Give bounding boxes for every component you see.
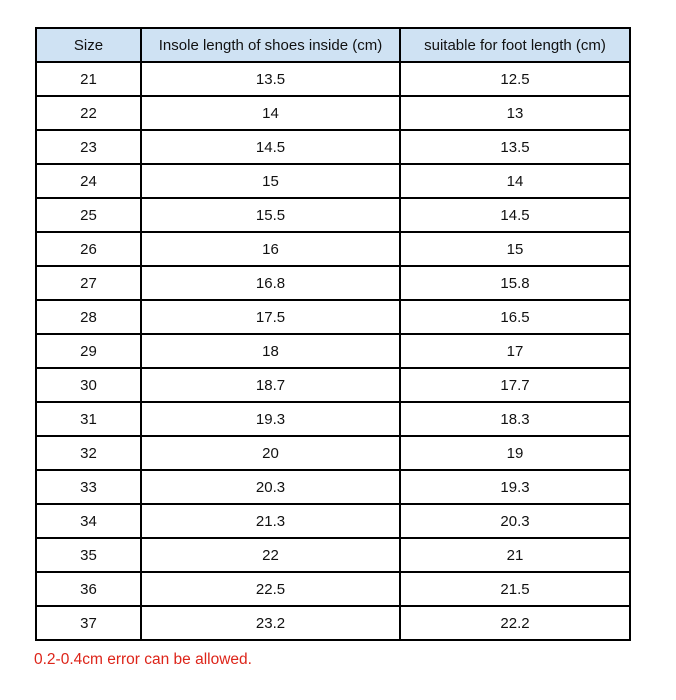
header-size: Size (35, 27, 142, 63)
size-cell: 31 (35, 401, 142, 437)
table-row: 35 22 21 (35, 537, 631, 573)
foot-length-cell: 17.7 (399, 367, 631, 403)
insole-length-cell: 17.5 (140, 299, 401, 335)
table-row: 28 17.5 16.5 (35, 299, 631, 335)
header-row: Size Insole length of shoes inside (cm) … (35, 27, 631, 63)
table-row: 25 15.5 14.5 (35, 197, 631, 233)
insole-length-cell: 14 (140, 95, 401, 131)
insole-length-cell: 13.5 (140, 61, 401, 97)
size-cell: 34 (35, 503, 142, 539)
foot-length-cell: 18.3 (399, 401, 631, 437)
header-foot-length: suitable for foot length (cm) (399, 27, 631, 63)
insole-length-cell: 15.5 (140, 197, 401, 233)
foot-length-cell: 14.5 (399, 197, 631, 233)
foot-length-cell: 13.5 (399, 129, 631, 165)
table-row: 22 14 13 (35, 95, 631, 131)
foot-length-cell: 12.5 (399, 61, 631, 97)
insole-length-cell: 16.8 (140, 265, 401, 301)
insole-length-cell: 14.5 (140, 129, 401, 165)
foot-length-cell: 21.5 (399, 571, 631, 607)
size-cell: 35 (35, 537, 142, 573)
insole-length-cell: 20.3 (140, 469, 401, 505)
table-row: 24 15 14 (35, 163, 631, 199)
table-row: 37 23.2 22.2 (35, 605, 631, 641)
table-row: 33 20.3 19.3 (35, 469, 631, 505)
size-chart-table-container: Size Insole length of shoes inside (cm) … (35, 27, 631, 641)
size-cell: 22 (35, 95, 142, 131)
size-chart-body: 21 13.5 12.5 22 14 13 23 14.5 13.5 24 15 14 25 15.5 14… (35, 61, 631, 641)
size-cell: 36 (35, 571, 142, 607)
header-insole-length: Insole length of shoes inside (cm) (140, 27, 401, 63)
insole-length-cell: 23.2 (140, 605, 401, 641)
size-cell: 21 (35, 61, 142, 97)
insole-length-cell: 21.3 (140, 503, 401, 539)
insole-length-cell: 19.3 (140, 401, 401, 437)
insole-length-cell: 16 (140, 231, 401, 267)
error-tolerance-note: 0.2-0.4cm error can be allowed. (34, 651, 252, 668)
table-row: 36 22.5 21.5 (35, 571, 631, 607)
size-cell: 23 (35, 129, 142, 165)
insole-length-cell: 22.5 (140, 571, 401, 607)
foot-length-cell: 16.5 (399, 299, 631, 335)
insole-length-cell: 18.7 (140, 367, 401, 403)
size-cell: 27 (35, 265, 142, 301)
table-row: 27 16.8 15.8 (35, 265, 631, 301)
size-chart-header: Size Insole length of shoes inside (cm) … (35, 27, 631, 63)
foot-length-cell: 15.8 (399, 265, 631, 301)
table-row: 32 20 19 (35, 435, 631, 471)
table-row: 34 21.3 20.3 (35, 503, 631, 539)
foot-length-cell: 13 (399, 95, 631, 131)
table-row: 30 18.7 17.7 (35, 367, 631, 403)
size-cell: 33 (35, 469, 142, 505)
foot-length-cell: 20.3 (399, 503, 631, 539)
size-cell: 32 (35, 435, 142, 471)
size-cell: 26 (35, 231, 142, 267)
table-row: 26 16 15 (35, 231, 631, 267)
size-cell: 28 (35, 299, 142, 335)
insole-length-cell: 22 (140, 537, 401, 573)
table-row: 29 18 17 (35, 333, 631, 369)
table-row: 21 13.5 12.5 (35, 61, 631, 97)
foot-length-cell: 21 (399, 537, 631, 573)
size-cell: 30 (35, 367, 142, 403)
foot-length-cell: 14 (399, 163, 631, 199)
foot-length-cell: 15 (399, 231, 631, 267)
size-cell: 25 (35, 197, 142, 233)
insole-length-cell: 15 (140, 163, 401, 199)
foot-length-cell: 22.2 (399, 605, 631, 641)
insole-length-cell: 18 (140, 333, 401, 369)
size-chart-table: Size Insole length of shoes inside (cm) … (35, 27, 631, 641)
insole-length-cell: 20 (140, 435, 401, 471)
foot-length-cell: 19 (399, 435, 631, 471)
foot-length-cell: 19.3 (399, 469, 631, 505)
size-cell: 24 (35, 163, 142, 199)
foot-length-cell: 17 (399, 333, 631, 369)
table-row: 31 19.3 18.3 (35, 401, 631, 437)
size-cell: 29 (35, 333, 142, 369)
table-row: 23 14.5 13.5 (35, 129, 631, 165)
size-cell: 37 (35, 605, 142, 641)
